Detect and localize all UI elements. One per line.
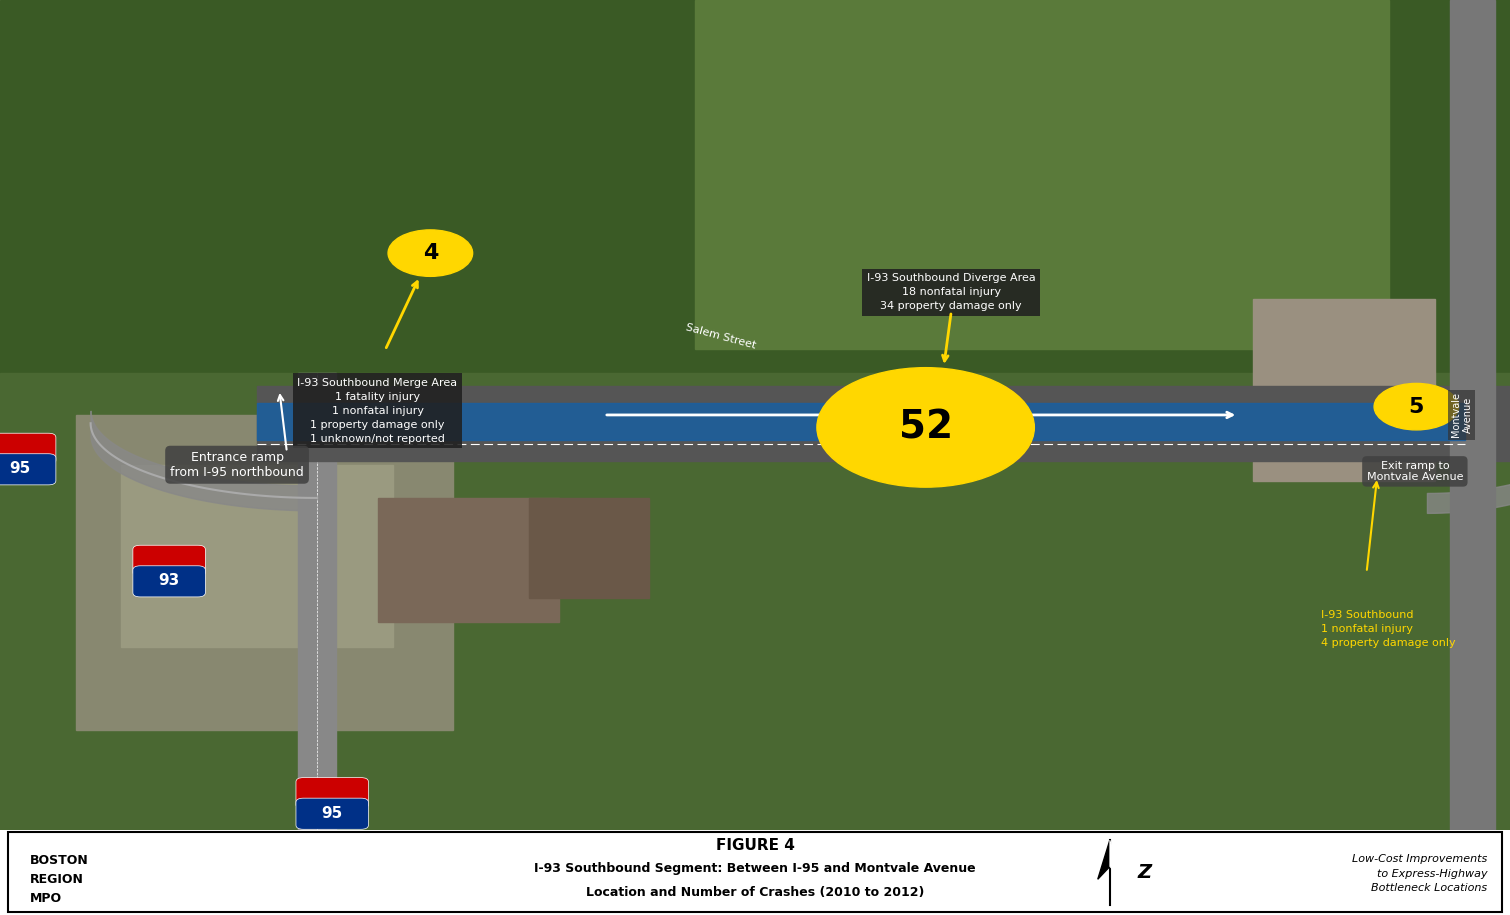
Bar: [257, 403, 1465, 440]
Text: I-93 Southbound Diverge Area
18 nonfatal injury
34 property damage only: I-93 Southbound Diverge Area 18 nonfatal…: [867, 274, 1036, 311]
Circle shape: [388, 230, 473, 276]
Circle shape: [817, 368, 1034, 487]
Circle shape: [1374, 383, 1459, 430]
FancyBboxPatch shape: [0, 454, 56, 485]
Text: Low-Cost Improvements
to Express-Highway
Bottleneck Locations: Low-Cost Improvements to Express-Highway…: [1351, 854, 1487, 893]
Bar: [528, 498, 649, 597]
Bar: [297, 373, 335, 830]
Text: 95: 95: [322, 806, 343, 821]
Text: I-93 Southbound
1 nonfatal injury
4 property damage only: I-93 Southbound 1 nonfatal injury 4 prop…: [1321, 610, 1456, 648]
Text: 4: 4: [423, 243, 438, 264]
Text: Z: Z: [1137, 863, 1151, 882]
FancyBboxPatch shape: [296, 798, 368, 829]
Bar: [76, 415, 453, 730]
Bar: [121, 465, 393, 647]
Bar: [695, 0, 1389, 349]
Text: Location and Number of Crashes (2010 to 2012): Location and Number of Crashes (2010 to …: [586, 886, 924, 899]
Text: 52: 52: [898, 408, 953, 447]
Text: 95: 95: [9, 461, 30, 477]
FancyBboxPatch shape: [296, 778, 368, 809]
Text: Exit ramp to
Montvale Avenue: Exit ramp to Montvale Avenue: [1367, 460, 1463, 482]
Text: I-93 Southbound Merge Area
1 fatality injury
1 nonfatal injury
1 property damage: I-93 Southbound Merge Area 1 fatality in…: [297, 378, 458, 444]
Bar: [378, 498, 559, 622]
Bar: [1253, 299, 1434, 481]
FancyBboxPatch shape: [133, 545, 205, 576]
Text: Salem Street: Salem Street: [684, 322, 757, 350]
Text: BOSTON
REGION
MPO: BOSTON REGION MPO: [30, 854, 89, 905]
Polygon shape: [1110, 840, 1122, 879]
Bar: [0, 373, 1510, 830]
Bar: [0, 0, 1510, 373]
Text: Entrance ramp
from I-95 northbound: Entrance ramp from I-95 northbound: [171, 451, 304, 479]
Bar: [257, 386, 1510, 460]
Text: I-93 Southbound Segment: Between I-95 and Montvale Avenue: I-93 Southbound Segment: Between I-95 an…: [535, 862, 975, 876]
Text: FIGURE 4: FIGURE 4: [716, 838, 794, 854]
FancyBboxPatch shape: [0, 433, 56, 464]
Text: 93: 93: [159, 574, 180, 588]
Text: 5: 5: [1409, 397, 1424, 416]
Text: Montvale
Avenue: Montvale Avenue: [1451, 393, 1472, 437]
Bar: [1450, 0, 1495, 830]
FancyBboxPatch shape: [133, 565, 205, 597]
Polygon shape: [1098, 840, 1110, 879]
